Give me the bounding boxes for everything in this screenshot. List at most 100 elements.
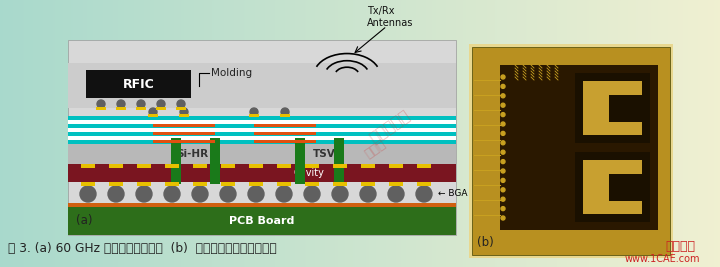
Bar (90, 0, 91, 267)
Bar (43, 0, 44, 267)
Bar (171, 138, 181, 184)
Text: 射频百花潭: 射频百花潭 (367, 108, 413, 146)
Bar (319, 0, 320, 267)
Bar (471, 0, 472, 267)
Bar (146, 0, 147, 267)
Bar (682, 0, 683, 267)
Bar (182, 0, 183, 267)
Bar (498, 0, 499, 267)
Bar (361, 0, 362, 267)
Bar (68, 132, 456, 136)
Bar (437, 0, 438, 267)
Bar (657, 0, 658, 267)
Bar (355, 0, 356, 267)
Bar (597, 0, 598, 267)
Bar (452, 0, 453, 267)
Bar (226, 0, 227, 267)
Bar (325, 0, 326, 267)
Bar (544, 0, 545, 267)
Bar (4, 0, 5, 267)
Circle shape (304, 186, 320, 202)
Bar (528, 0, 529, 267)
Bar (507, 0, 508, 267)
Bar (487, 0, 488, 267)
Bar (77, 0, 78, 267)
Bar (634, 0, 635, 267)
Bar (140, 0, 141, 267)
Bar (192, 0, 193, 267)
Circle shape (501, 178, 505, 182)
Bar (120, 0, 121, 267)
Bar (322, 0, 323, 267)
Bar (183, 0, 184, 267)
Bar (176, 0, 177, 267)
Bar (564, 0, 565, 267)
Bar (446, 0, 447, 267)
Bar (624, 0, 625, 267)
Bar (257, 0, 258, 267)
Bar (612, 0, 613, 267)
Bar (194, 0, 195, 267)
Bar (361, 164, 375, 168)
Bar (505, 0, 506, 267)
Bar (567, 0, 568, 267)
Bar (274, 0, 275, 267)
Bar (173, 0, 174, 267)
Bar (327, 0, 328, 267)
Bar (108, 0, 109, 267)
Bar (328, 0, 329, 267)
Bar (254, 124, 316, 127)
Bar (282, 0, 283, 267)
Bar (614, 0, 615, 267)
Bar (423, 0, 424, 267)
Bar (636, 0, 637, 267)
Bar (168, 0, 169, 267)
Bar (622, 0, 623, 267)
Bar (32, 0, 33, 267)
Bar (609, 0, 610, 267)
Bar (496, 0, 497, 267)
Bar (267, 0, 268, 267)
Bar (478, 0, 479, 267)
Bar (589, 0, 590, 267)
Bar (7, 0, 8, 267)
Bar (137, 182, 151, 186)
Bar (156, 107, 166, 110)
Bar (258, 0, 259, 267)
Bar (153, 140, 215, 143)
Bar (35, 0, 36, 267)
Bar (571, 0, 572, 267)
Bar (0, 0, 1, 267)
Bar (717, 0, 718, 267)
Bar (250, 0, 251, 267)
Bar (23, 0, 24, 267)
Circle shape (108, 186, 124, 202)
Bar (338, 0, 339, 267)
Bar (451, 0, 452, 267)
Bar (398, 0, 399, 267)
Bar (40, 0, 41, 267)
Bar (389, 182, 403, 186)
Bar (235, 0, 236, 267)
Bar (679, 0, 680, 267)
Bar (616, 0, 617, 267)
Bar (644, 0, 645, 267)
Circle shape (501, 141, 505, 145)
Bar (643, 0, 644, 267)
Bar (58, 0, 59, 267)
Bar (553, 0, 554, 267)
Bar (249, 0, 250, 267)
Bar (55, 0, 56, 267)
Bar (114, 0, 115, 267)
Bar (199, 0, 200, 267)
Bar (303, 0, 304, 267)
Bar (529, 0, 530, 267)
Bar (268, 0, 269, 267)
Bar (112, 0, 113, 267)
Bar (68, 203, 456, 207)
Circle shape (501, 216, 505, 220)
Bar (216, 0, 217, 267)
Bar (346, 0, 347, 267)
Bar (224, 0, 225, 267)
Bar (64, 0, 65, 267)
